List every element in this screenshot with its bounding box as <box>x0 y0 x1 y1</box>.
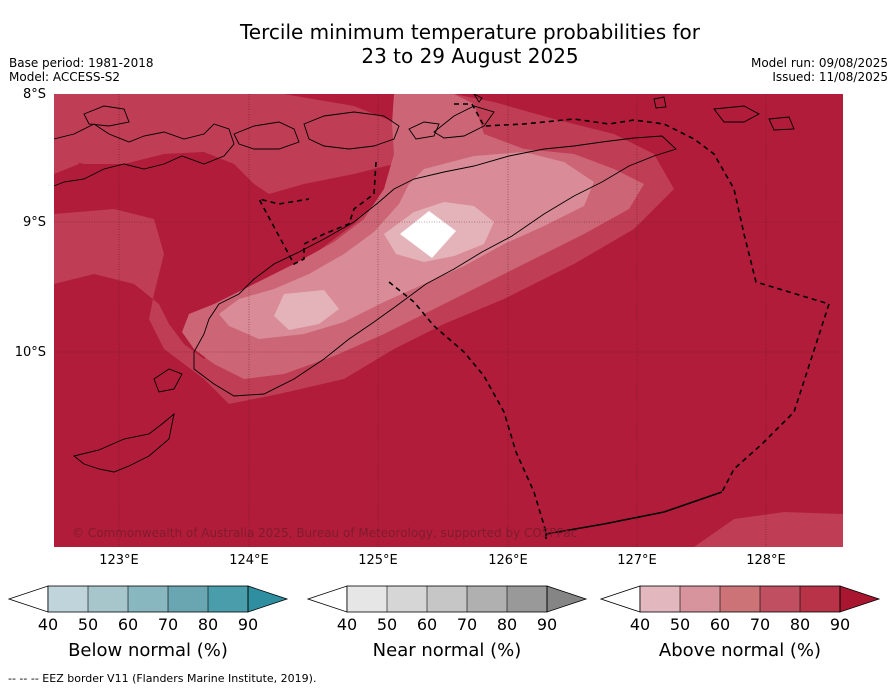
cb-near-tick-90: 90 <box>536 615 558 634</box>
cb-below-tick-80: 80 <box>197 615 219 634</box>
cb-below-seg-4 <box>168 586 208 612</box>
issued-text: Issued: 11/08/2025 <box>772 70 888 84</box>
cb-near-label: Near normal (%) <box>372 640 522 661</box>
cb-above-seg-5 <box>800 586 840 612</box>
cb-above-tick-80: 80 <box>789 615 811 634</box>
cb-above-seg-1 <box>640 586 680 612</box>
colorbar-above-normal <box>600 585 882 615</box>
lon-label-125e: 125°E <box>358 553 398 568</box>
cb-near-tick-40: 40 <box>336 615 358 634</box>
copyright-text: © Commonwealth of Australia 2025, Bureau… <box>72 526 577 540</box>
cb-below-tick-90: 90 <box>237 615 259 634</box>
contour-white-core <box>400 211 456 258</box>
cb-below-seg-6 <box>247 585 289 613</box>
cb-below-tick-40: 40 <box>37 615 59 634</box>
cb-near-tick-50: 50 <box>376 615 398 634</box>
colorbar-below-svg <box>8 585 289 613</box>
colorbar-below-normal <box>8 585 290 615</box>
cb-below-tick-70: 70 <box>157 615 179 634</box>
map-title: Tercile minimum temperature probabilitie… <box>0 20 896 68</box>
meta-right: Model run: 09/08/2025 Issued: 11/08/2025 <box>751 56 888 84</box>
cb-near-seg-0 <box>307 585 348 613</box>
lon-label-123e: 123°E <box>99 553 139 568</box>
cb-above-seg-2 <box>680 586 720 612</box>
base-period-text: Base period: 1981-2018 <box>9 56 154 70</box>
lon-label-128e: 128°E <box>746 553 786 568</box>
cb-near-tick-60: 60 <box>416 615 438 634</box>
map-gridlines <box>54 94 843 547</box>
lat-label-9s: 9°S <box>22 215 46 230</box>
meta-left: Base period: 1981-2018 Model: ACCESS-S2 <box>9 56 154 84</box>
colorbar-above-svg <box>600 585 881 613</box>
cb-below-seg-5 <box>208 586 248 612</box>
eez-border <box>257 103 831 539</box>
cb-near-seg-4 <box>467 586 507 612</box>
map-title-line2: 23 to 29 August 2025 <box>361 44 579 68</box>
cb-below-tick-50: 50 <box>77 615 99 634</box>
eez-legend-footer: -- -- -- EEZ border V11 (Flanders Marine… <box>8 672 317 685</box>
cb-above-seg-3 <box>720 586 760 612</box>
forecast-map: © Commonwealth of Australia 2025, Bureau… <box>53 92 843 547</box>
lon-label-126e: 126°E <box>488 553 528 568</box>
cb-above-seg-4 <box>760 586 800 612</box>
cb-above-tick-60: 60 <box>709 615 731 634</box>
colorbar-near-normal <box>307 585 589 615</box>
cb-near-seg-3 <box>427 586 467 612</box>
coastlines <box>53 92 795 473</box>
cb-below-label: Below normal (%) <box>68 640 228 661</box>
cb-above-tick-40: 40 <box>629 615 651 634</box>
cb-above-tick-70: 70 <box>749 615 771 634</box>
cb-near-seg-2 <box>387 586 427 612</box>
map-canvas: © Commonwealth of Australia 2025, Bureau… <box>53 92 843 547</box>
cb-below-seg-2 <box>88 586 128 612</box>
lon-label-127e: 127°E <box>617 553 657 568</box>
model-text: Model: ACCESS-S2 <box>9 70 121 84</box>
cb-near-seg-6 <box>546 585 588 613</box>
cb-near-seg-5 <box>507 586 547 612</box>
cb-below-seg-1 <box>48 586 88 612</box>
map-title-line1: Tercile minimum temperature probabilitie… <box>239 20 701 44</box>
cb-near-seg-1 <box>347 586 387 612</box>
cb-below-seg-3 <box>128 586 168 612</box>
cb-below-seg-0 <box>8 585 49 613</box>
cb-below-tick-60: 60 <box>117 615 139 634</box>
cb-above-seg-6 <box>839 585 881 613</box>
cb-near-tick-70: 70 <box>456 615 478 634</box>
cb-near-tick-80: 80 <box>496 615 518 634</box>
lat-label-8s: 8°S <box>22 87 46 102</box>
cb-above-seg-0 <box>600 585 641 613</box>
model-run-text: Model run: 09/08/2025 <box>750 56 888 70</box>
lon-label-124e: 124°E <box>229 553 269 568</box>
lat-label-10s: 10°S <box>14 345 46 360</box>
cb-above-tick-90: 90 <box>829 615 851 634</box>
colorbar-near-svg <box>307 585 588 613</box>
cb-above-tick-50: 50 <box>669 615 691 634</box>
cb-above-label: Above normal (%) <box>658 640 822 661</box>
